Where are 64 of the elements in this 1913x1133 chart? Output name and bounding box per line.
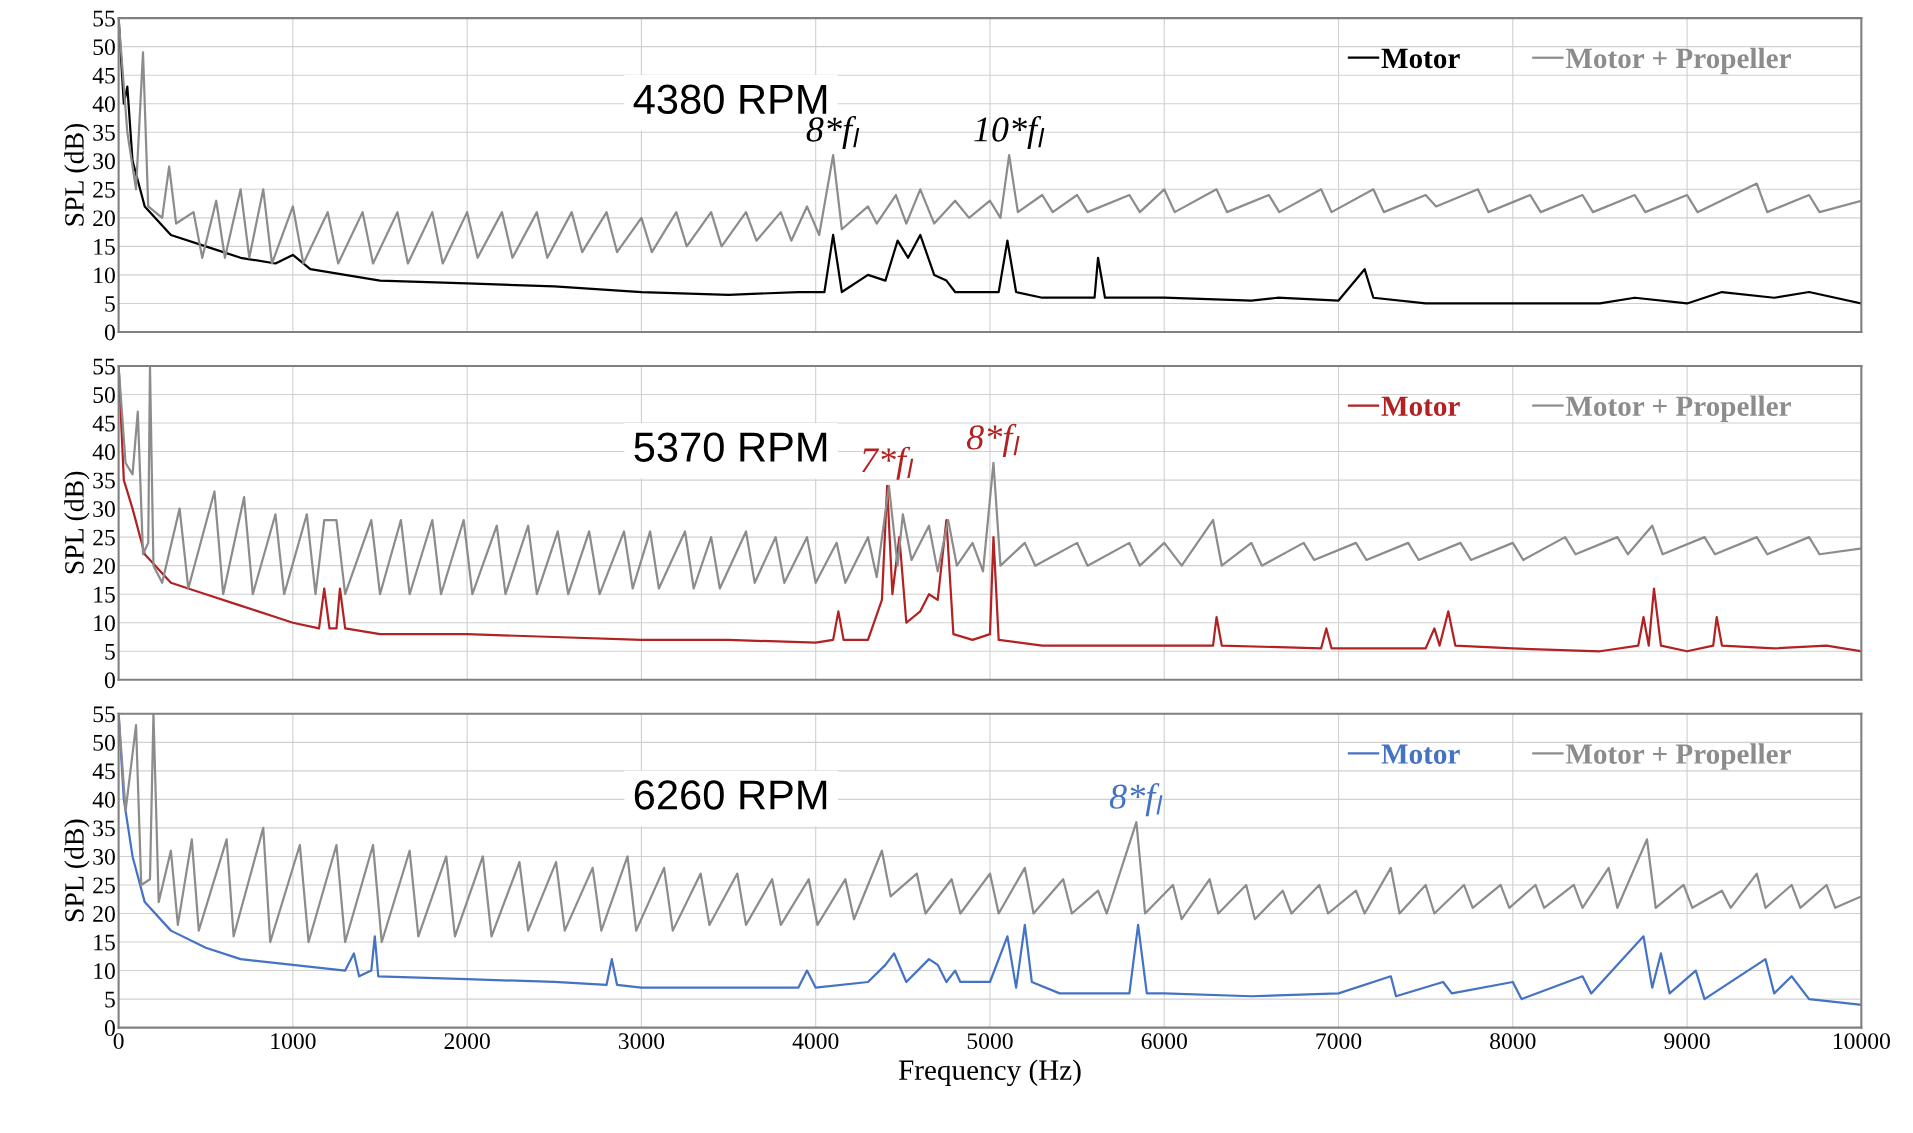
y-tick-label: 30 [93,153,115,170]
legend-label: Motor [1381,48,1460,69]
y-axis-title: SPL (dB) [64,819,90,922]
y-tick-label: 0 [104,1020,115,1037]
y-tick-label: 55 [93,10,115,27]
y-tick-label: 25 [93,181,115,198]
x-tick-label: 8000 [1490,1033,1536,1050]
y-tick-label: 20 [93,906,115,922]
y-tick-label: 15 [94,586,115,603]
y-tick-label: 40 [92,791,115,808]
x-axis-title: Frequency (Hz) [898,1059,1081,1086]
y-tick-label: 5 [105,991,115,1008]
y-tick-label: 0 [104,324,115,341]
x-tick-label: 3000 [618,1033,665,1050]
legend-label: Motor + Propeller [1565,395,1791,422]
annotation: 6260 RPM [634,780,827,810]
y-axis-title: SPL (dB) [64,471,90,574]
annotation: 8*f$_{l}$ [806,115,860,150]
annotation: 7*f$_{l}$ [862,446,914,480]
y-tick-label: 35 [93,472,115,489]
legend-label: Motor + Propeller [1565,743,1791,770]
annotation: 8*f$_{l}$ [966,423,1020,457]
y-tick-label: 30 [93,501,115,518]
y-tick-label: 50 [93,39,115,56]
y-axis-title: SPL (dB) [64,123,90,226]
y-tick-label: 45 [92,415,115,432]
x-tick-label: 9000 [1664,1033,1710,1050]
annotation: 8*f$_{l}$ [1109,783,1163,817]
x-tick-label: 2000 [444,1033,490,1050]
y-tick-label: 45 [92,763,115,780]
x-tick-label: 6000 [1141,1033,1187,1050]
y-tick-label: 25 [93,529,115,546]
annotation: 4380 RPM [633,84,827,115]
legend-label: Motor [1381,396,1460,417]
y-tick-label: 25 [93,877,115,894]
y-tick-label: 45 [92,67,115,84]
y-tick-label: 50 [93,734,115,751]
y-tick-label: 30 [93,848,115,865]
x-tick-label: 1000 [271,1033,316,1050]
annotation: 5370 RPM [634,432,827,462]
y-tick-label: 35 [93,820,115,837]
y-tick-label: 10 [94,615,115,632]
legend-label: Motor + Propeller [1565,47,1791,75]
y-tick-label: 15 [94,238,115,255]
x-tick-label: 5000 [967,1033,1013,1050]
annotation: 10*f$_{l}$ [974,115,1045,150]
y-tick-label: 20 [93,558,115,575]
y-tick-label: 10 [94,963,115,979]
y-tick-label: 15 [94,934,115,951]
y-tick-label: 5 [105,644,115,660]
y-tick-label: 5 [105,296,115,312]
y-tick-label: 40 [92,444,115,460]
y-tick-label: 40 [92,96,115,113]
y-tick-label: 10 [94,267,115,284]
legend-label: Motor [1381,744,1460,764]
x-tick-label: 4000 [792,1033,839,1050]
y-tick-label: 0 [104,672,115,689]
x-tick-label: 10000 [1833,1033,1890,1050]
x-tick-label: 7000 [1316,1033,1362,1050]
y-tick-label: 20 [93,210,115,227]
y-tick-label: 55 [93,706,115,723]
y-tick-label: 55 [93,358,115,375]
y-tick-label: 50 [93,386,115,403]
y-tick-label: 35 [93,124,115,141]
